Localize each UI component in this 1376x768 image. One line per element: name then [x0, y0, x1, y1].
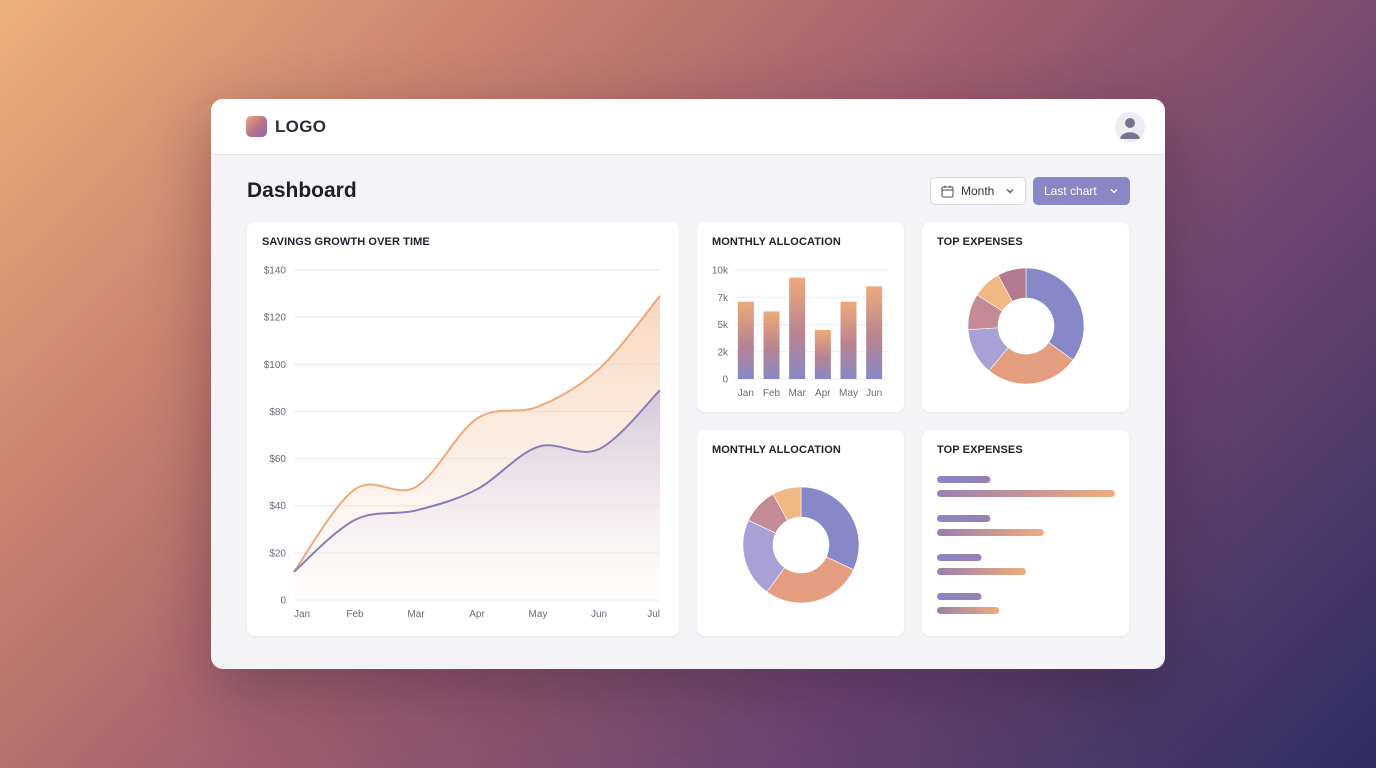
y-tick-label: 2k [717, 347, 729, 358]
allocation-bar-chart: 0 2k 5k 7k 10k Jan Feb Mar Apr May Jun [712, 266, 888, 399]
bar [737, 301, 754, 379]
card-title: MONTHLY ALLOCATION [712, 236, 841, 248]
x-tick-label: May [839, 388, 858, 399]
x-tick-label: Mar [789, 388, 807, 399]
x-tick-label: Jan [294, 609, 310, 620]
donut-slice [997, 267, 1027, 302]
y-tick-label: $40 [269, 501, 286, 512]
x-tick-label: Jul [647, 609, 660, 620]
y-tick-label: $80 [269, 407, 286, 418]
chart-select-button[interactable]: Last chart [1033, 177, 1130, 205]
savings-area-chart: 0 $20 $40 $60 $80 $100 $120 $140 Jan Feb Mar Apr May… [264, 266, 661, 620]
expense-bar-primary [937, 515, 991, 522]
x-tick-label: Apr [469, 609, 485, 620]
expense-bar-primary [937, 593, 982, 600]
y-tick-label: 7k [717, 293, 729, 304]
series-line-orange [293, 295, 661, 573]
donut-slice [1025, 267, 1085, 361]
user-icon [1120, 118, 1140, 139]
donut-slice [772, 486, 802, 521]
y-tick-label: $100 [264, 360, 287, 371]
card-title: TOP EXPENSES [937, 444, 1023, 456]
series-area-purple [294, 390, 660, 600]
y-tick-label: 0 [280, 596, 286, 607]
expenses-donut-chart [967, 267, 1085, 385]
monthly-allocation-bar-card: MONTHLY ALLOCATION 0 2k 5k 7k 10k Jan Feb Mar Ap… [697, 222, 904, 412]
y-tick-label: $140 [264, 266, 287, 277]
x-tick-label: Jan [738, 388, 754, 399]
bar [763, 311, 780, 379]
x-tick-label: Feb [763, 388, 781, 399]
series-line-purple [293, 389, 661, 573]
y-tick-label: $60 [269, 454, 286, 465]
calendar-icon [941, 185, 954, 198]
y-tick-label: 0 [722, 375, 728, 386]
x-tick-label: Mar [407, 609, 425, 620]
bar [840, 301, 857, 379]
monthly-allocation-donut-card: MONTHLY ALLOCATION [697, 430, 904, 636]
bar [866, 286, 883, 379]
donut-slice [800, 486, 860, 571]
x-tick-label: Feb [346, 609, 364, 620]
page-title: Dashboard [247, 179, 357, 202]
x-tick-label: Apr [815, 388, 831, 399]
app-window: LOGO Dashboard Month Last chart SAVINGS … [211, 99, 1165, 669]
x-tick-label: Jun [866, 388, 882, 399]
logo-text: LOGO [275, 116, 327, 136]
chart-select-label: Last chart [1044, 184, 1097, 198]
card-title: MONTHLY ALLOCATION [712, 444, 841, 456]
savings-growth-card: SAVINGS GROWTH OVER TIME 0 $20 $40 $60 $80 $1… [247, 222, 679, 636]
y-tick-label: 10k [712, 266, 729, 277]
period-select-button[interactable]: Month [930, 177, 1026, 205]
expense-bar-secondary [937, 607, 1000, 614]
top-expenses-donut-card: TOP EXPENSES [922, 222, 1129, 412]
card-title: TOP EXPENSES [937, 236, 1023, 248]
logo-icon [246, 116, 267, 137]
donut-slice [766, 556, 854, 604]
chevron-down-icon [1110, 189, 1118, 194]
expense-bar-secondary [937, 529, 1044, 536]
chevron-down-icon [1006, 189, 1014, 194]
x-tick-label: May [529, 609, 548, 620]
y-tick-label: $20 [269, 548, 286, 559]
top-expenses-bars-card: TOP EXPENSES [922, 430, 1129, 636]
expense-bar-secondary [937, 490, 1115, 497]
bar [814, 329, 831, 379]
expense-bar-secondary [937, 568, 1026, 575]
bar [789, 277, 806, 379]
expenses-hbar-chart [937, 476, 1115, 614]
user-avatar[interactable] [1115, 112, 1145, 142]
allocation-donut-chart [742, 486, 860, 604]
y-tick-label: $120 [264, 313, 287, 324]
card-title: SAVINGS GROWTH OVER TIME [262, 236, 430, 248]
expense-bar-primary [937, 554, 982, 561]
period-select-label: Month [961, 184, 995, 198]
top-bar: LOGO [211, 99, 1165, 155]
expense-bar-primary [937, 476, 991, 483]
x-tick-label: Jun [591, 609, 607, 620]
y-tick-label: 5k [717, 320, 729, 331]
